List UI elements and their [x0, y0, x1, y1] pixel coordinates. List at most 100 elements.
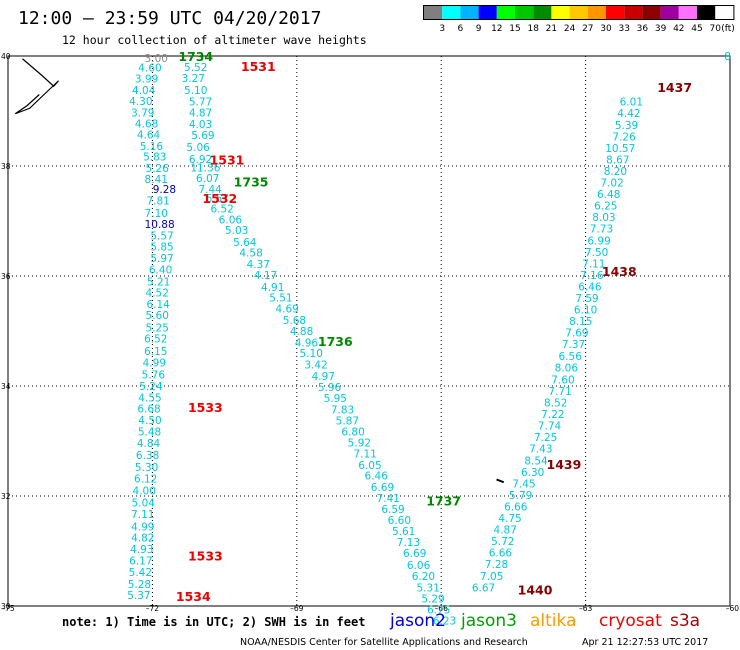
colorbar-label: 24 — [564, 24, 576, 34]
swh-value: 4.37 — [247, 259, 270, 271]
colorbar-swatch — [478, 6, 497, 19]
swh-value: 4.68 — [135, 119, 158, 131]
swh-value: 6.80 — [341, 427, 364, 439]
swh-value: 4.96 — [295, 338, 319, 350]
pass-time-label: 1533 — [188, 549, 223, 564]
footer-timestamp: Apr 21 12:27:53 UTC 2017 — [582, 637, 708, 648]
swh-value: 5.68 — [283, 315, 306, 327]
swh-value: 5.97 — [150, 253, 173, 265]
pass-time-label: 1736 — [318, 334, 353, 349]
colorbar-swatch — [496, 6, 515, 19]
swh-value: 6.17 — [129, 555, 152, 567]
swh-value: 4.82 — [131, 532, 154, 544]
swh-value: 6.92 — [189, 154, 212, 166]
pass-time-label: 1531 — [241, 59, 276, 74]
swh-value: 7.11 — [131, 509, 154, 521]
swh-value: 5.24 — [139, 381, 163, 393]
swh-value: 4.84 — [137, 438, 161, 450]
swh-value: 5.31 — [417, 582, 440, 594]
swh-value: 9.28 — [153, 184, 176, 196]
swh-value: 3.27 — [182, 73, 205, 85]
swh-value: 6.14 — [146, 299, 170, 311]
colorbar-swatch — [515, 6, 534, 19]
footer-note: note: 1) Time is in UTC; 2) SWH is in fe… — [62, 615, 365, 629]
swh-value: 7.22 — [541, 409, 564, 421]
colorbar-label: 30 — [600, 24, 612, 34]
swh-value: 4.55 — [138, 393, 161, 405]
swh-value: 5.83 — [143, 152, 166, 164]
swh-value: 4.88 — [290, 326, 313, 338]
y-tick-label: 30 — [1, 602, 11, 611]
swh-value: 5.29 — [421, 593, 444, 605]
swh-value: 5.57 — [150, 230, 173, 242]
y-tick-label: 40 — [1, 52, 11, 61]
colorbar-label: 3 — [439, 24, 445, 34]
swh-value: 4.00 — [133, 486, 156, 498]
swh-value: 6.40 — [149, 264, 172, 276]
swh-value: 8 — [724, 51, 731, 63]
plot-frame — [7, 55, 731, 607]
swh-value: 8.54 — [524, 455, 548, 467]
colorbar-label: 42 — [673, 24, 684, 34]
swh-value: 6.10 — [574, 305, 597, 317]
swh-value: 7.16 — [580, 270, 604, 282]
swh-value: 5.95 — [324, 393, 347, 405]
colorbar-label: 9 — [476, 24, 482, 34]
swh-value: 3.99 — [135, 74, 158, 86]
colorbar-label: 18 — [527, 24, 539, 34]
swh-value: 7.28 — [485, 559, 508, 571]
colorbar-unit: (ft) — [721, 24, 735, 34]
colorbar-label: 36 — [637, 24, 649, 34]
swh-value: 6.05 — [358, 460, 381, 472]
swh-value: 5.37 — [127, 590, 150, 602]
colorbar-label: 45 — [691, 24, 702, 34]
swh-value: 5.92 — [348, 438, 371, 450]
swh-value: 7.59 — [575, 293, 598, 305]
pass-time-label: 1533 — [188, 400, 223, 415]
swh-value: 4.50 — [138, 415, 161, 427]
colorbar-label: 12 — [491, 24, 502, 34]
coastline-path — [14, 58, 59, 115]
wave-height-values: 3.004.603.994.044.303.794.684.645.165.83… — [127, 51, 731, 627]
swh-value: 6.01 — [620, 97, 643, 109]
swh-value: 5.51 — [269, 292, 292, 304]
swh-value: 5.10 — [184, 85, 207, 97]
swh-value: 6.68 — [137, 404, 160, 416]
colorbar-label: 39 — [655, 24, 667, 34]
swh-value: 8.67 — [606, 154, 629, 166]
swh-value: 6.66 — [504, 501, 528, 513]
swh-value: 6.07 — [196, 173, 219, 185]
swh-value: 4.17 — [254, 270, 277, 282]
swh-value: 5.28 — [128, 579, 151, 591]
swh-value: 6.46 — [578, 281, 602, 293]
swh-value: 6.38 — [136, 450, 159, 462]
swh-value: 8.03 — [592, 212, 615, 224]
swh-value: 10.88 — [145, 219, 175, 231]
swh-value: 8.06 — [555, 362, 579, 374]
swh-value: 4.75 — [498, 513, 521, 525]
swh-value: 6.48 — [597, 189, 620, 201]
pass-time-label: 1735 — [234, 175, 269, 190]
swh-value: 6.06 — [407, 560, 431, 572]
pass-time-label: 1734 — [178, 49, 213, 64]
swh-value: 7.43 — [529, 444, 552, 456]
legend-cryosat: cryosat — [599, 611, 662, 631]
swh-value: 5.87 — [336, 416, 359, 428]
pass-time-label: 1531 — [210, 153, 245, 168]
swh-value: 4.97 — [312, 371, 335, 383]
swh-value: 7.71 — [548, 386, 571, 398]
y-tick-label: 36 — [1, 272, 11, 281]
swh-value: 7.26 — [612, 131, 636, 143]
swh-value: 7.60 — [551, 374, 574, 386]
swh-value: 5.25 — [146, 323, 169, 335]
swh-value: 6.67 — [472, 582, 495, 594]
x-tick-label: –69 — [290, 604, 304, 613]
swh-value: 5.30 — [135, 462, 158, 474]
swh-value: 5.04 — [132, 498, 156, 510]
grid-lines — [8, 56, 730, 606]
pass-time-label: 1534 — [176, 589, 211, 604]
swh-value: 5.64 — [233, 237, 257, 249]
colorbar-label: 70 — [709, 24, 721, 34]
colorbar-swatch — [587, 6, 606, 19]
